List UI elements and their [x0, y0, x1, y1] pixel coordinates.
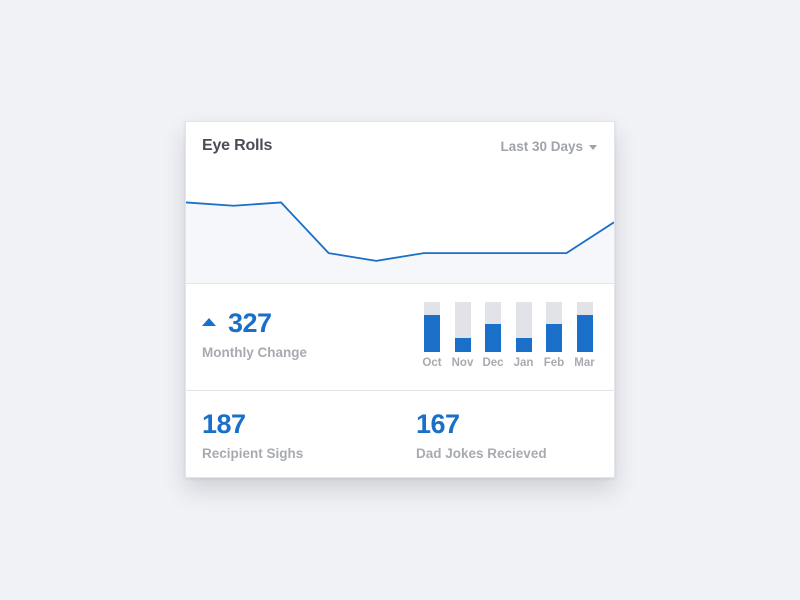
- dad-jokes-stat: 167 Dad Jokes Recieved: [416, 409, 547, 461]
- trend-line-chart: [186, 201, 614, 283]
- bar-label-dec: Dec: [482, 357, 504, 369]
- monthly-change-row: 327: [202, 308, 307, 338]
- bar-track: [454, 302, 471, 352]
- dad-jokes-value: 167: [416, 409, 460, 439]
- section-divider: [186, 390, 614, 391]
- bar-nov: [454, 338, 471, 352]
- eye-rolls-card: Eye Rolls Last 30 Days 327 Monthly Chang…: [185, 121, 615, 478]
- date-range-dropdown[interactable]: Last 30 Days: [500, 139, 597, 154]
- bar-track: [546, 302, 562, 352]
- card-title: Eye Rolls: [202, 137, 273, 154]
- bar-jan: [515, 338, 532, 352]
- bar-track: [424, 302, 440, 352]
- bar-mar: [576, 315, 593, 352]
- up-triangle-icon: [202, 317, 216, 326]
- trend-line: [186, 201, 614, 262]
- bar-label-jan: Jan: [513, 357, 534, 369]
- monthly-change-stat: 327 Monthly Change: [202, 308, 307, 360]
- recipient-sighs-stat: 187 Recipient Sighs: [202, 409, 303, 461]
- caret-down-icon: [589, 144, 597, 150]
- bar-label-oct: Oct: [422, 357, 442, 369]
- bar-track: [576, 302, 593, 352]
- monthly-change-value: 327: [228, 308, 272, 338]
- bar-dec: [485, 324, 501, 352]
- bar-label-feb: Feb: [543, 357, 565, 369]
- section-divider: [186, 283, 614, 284]
- bar-feb: [546, 324, 562, 352]
- bar-label-nov: Nov: [451, 357, 474, 369]
- bar-oct: [424, 315, 440, 352]
- bar-track: [485, 302, 501, 352]
- recipient-sighs-label: Recipient Sighs: [202, 446, 304, 461]
- monthly-change-label: Monthly Change: [202, 345, 307, 360]
- bar-label-mar: Mar: [574, 357, 595, 369]
- recipient-sighs-value: 187: [202, 409, 246, 439]
- date-range-label: Last 30 Days: [500, 139, 583, 154]
- trend-area: [186, 202, 614, 283]
- bar-track: [515, 302, 532, 352]
- dad-jokes-label: Dad Jokes Recieved: [416, 446, 547, 461]
- monthly-bar-chart: Oct Nov Dec Jan Feb Mar: [420, 302, 600, 374]
